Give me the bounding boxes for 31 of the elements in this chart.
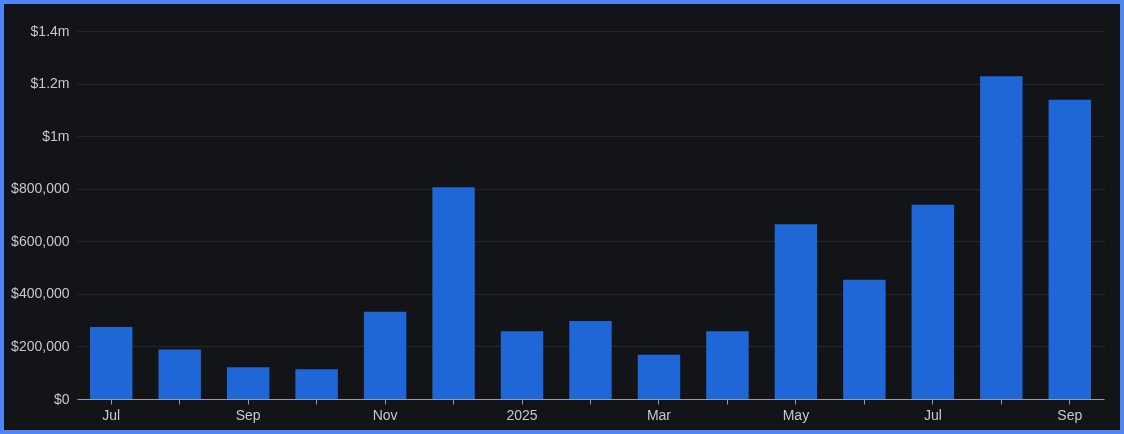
bar: [432, 187, 475, 399]
y-tick-label: $1.4m: [30, 22, 70, 39]
x-tick-label: Jul: [102, 406, 121, 423]
y-tick-label: $200,000: [11, 337, 70, 354]
bar: [774, 224, 818, 399]
x-tick-label: Sep: [1057, 406, 1083, 423]
bar: [569, 320, 612, 399]
x-tick-label: Mar: [646, 406, 672, 423]
y-tick-label: $400,000: [11, 285, 70, 302]
x-tick-label: Jul: [923, 406, 942, 423]
x-tick-label: Nov: [372, 406, 398, 423]
y-tick-label: $600,000: [11, 232, 70, 249]
bar: [706, 331, 749, 399]
bar: [980, 76, 1023, 399]
bar: [911, 204, 955, 399]
bar: [158, 349, 201, 399]
x-tick-label: 2025: [506, 406, 538, 423]
x-tick-label: Sep: [235, 406, 261, 423]
bar: [363, 311, 407, 399]
bar: [637, 354, 681, 399]
bar: [843, 279, 886, 399]
y-tick-label: $0: [53, 390, 70, 407]
bar: [226, 367, 270, 399]
y-tick-label: $1m: [42, 127, 70, 144]
y-tick-label: $1.2m: [30, 75, 70, 92]
bar: [1048, 99, 1091, 399]
x-tick-label: May: [782, 406, 810, 423]
bar: [295, 369, 338, 399]
bar: [90, 326, 133, 399]
bar: [500, 331, 544, 399]
y-tick-label: $800,000: [11, 180, 70, 197]
